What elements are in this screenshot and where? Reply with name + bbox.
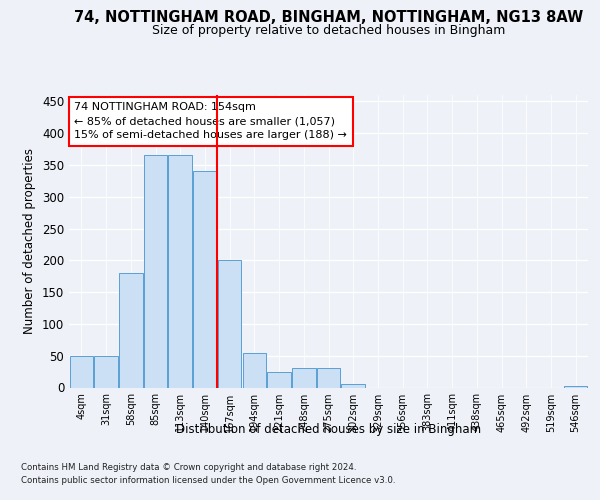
Bar xyxy=(119,273,143,388)
Text: Size of property relative to detached houses in Bingham: Size of property relative to detached ho… xyxy=(152,24,505,37)
Text: 74, NOTTINGHAM ROAD, BINGHAM, NOTTINGHAM, NG13 8AW: 74, NOTTINGHAM ROAD, BINGHAM, NOTTINGHAM… xyxy=(74,10,583,25)
Text: 74 NOTTINGHAM ROAD: 154sqm
← 85% of detached houses are smaller (1,057)
15% of s: 74 NOTTINGHAM ROAD: 154sqm ← 85% of deta… xyxy=(74,102,347,141)
Bar xyxy=(317,368,340,388)
Bar xyxy=(292,368,316,388)
Bar xyxy=(341,384,365,388)
Text: Contains public sector information licensed under the Open Government Licence v3: Contains public sector information licen… xyxy=(21,476,395,485)
Text: Distribution of detached houses by size in Bingham: Distribution of detached houses by size … xyxy=(176,422,481,436)
Bar xyxy=(70,356,93,388)
Bar xyxy=(169,156,192,388)
Bar xyxy=(94,356,118,388)
Bar xyxy=(564,386,587,388)
Bar xyxy=(193,172,217,388)
Bar xyxy=(242,352,266,388)
Bar xyxy=(144,156,167,388)
Y-axis label: Number of detached properties: Number of detached properties xyxy=(23,148,37,334)
Bar xyxy=(268,372,291,388)
Text: Contains HM Land Registry data © Crown copyright and database right 2024.: Contains HM Land Registry data © Crown c… xyxy=(21,462,356,471)
Bar xyxy=(218,260,241,388)
